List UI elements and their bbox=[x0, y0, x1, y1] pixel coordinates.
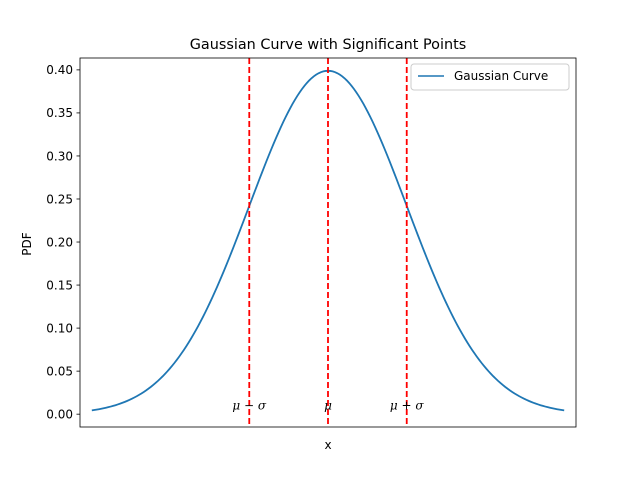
legend: Gaussian Curve bbox=[410, 63, 570, 91]
y-tick-label: 0.25 bbox=[46, 192, 73, 206]
x-axis-label: x bbox=[324, 438, 331, 452]
annotation-label: μ bbox=[324, 399, 332, 413]
y-tick-label: 0.10 bbox=[46, 321, 73, 335]
y-tick-label: 0.20 bbox=[46, 235, 73, 249]
chart-title: Gaussian Curve with Significant Points bbox=[190, 37, 466, 53]
y-tick-label: 0.00 bbox=[46, 407, 73, 421]
annotation-label: μ + σ bbox=[390, 399, 424, 413]
y-tick-label: 0.40 bbox=[46, 63, 73, 77]
y-tick-label: 0.05 bbox=[46, 364, 73, 378]
legend-box bbox=[410, 63, 570, 91]
y-axis-label: PDF bbox=[20, 232, 34, 255]
y-tick-label: 0.15 bbox=[46, 278, 73, 292]
axes-frame bbox=[79, 57, 577, 428]
y-tick-label: 0.30 bbox=[46, 149, 73, 163]
legend-series-label: Gaussian Curve bbox=[454, 69, 548, 83]
plot-area: 0.00 0.05 0.10 0.15 0.20 0.25 0.30 0.35 0.40 μ − … bbox=[46, 57, 577, 428]
y-tick-label: 0.35 bbox=[46, 106, 73, 120]
annotation-label: μ − σ bbox=[232, 399, 266, 413]
